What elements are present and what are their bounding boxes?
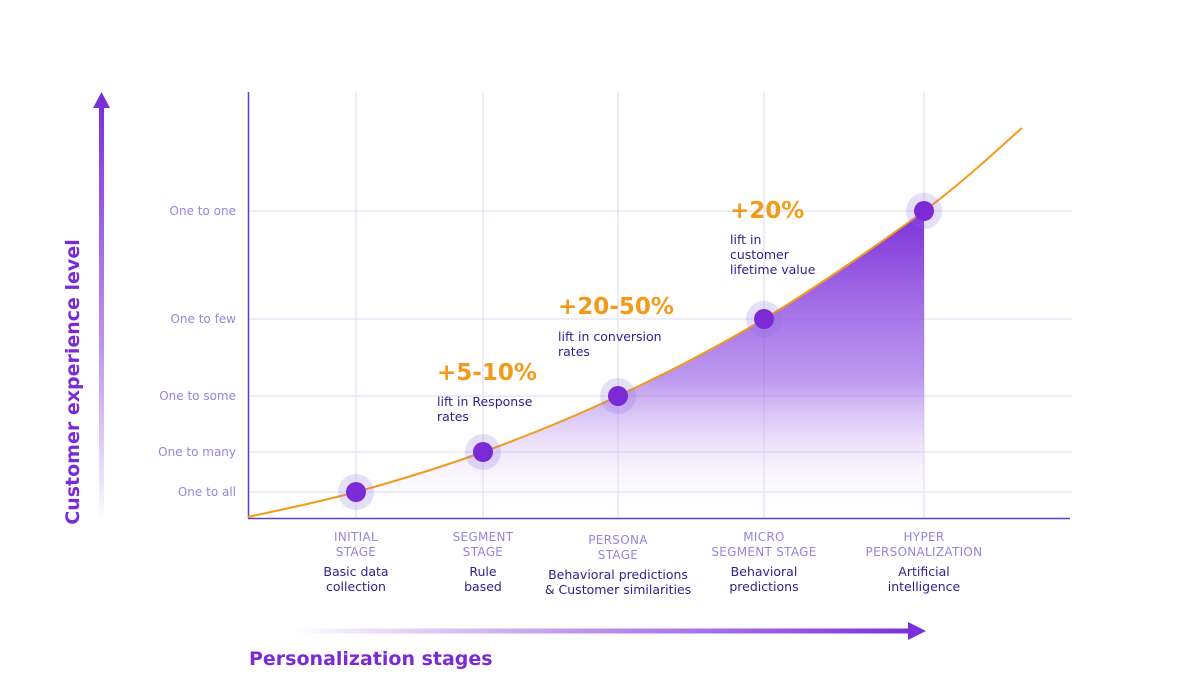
y-level-label: One to one <box>170 204 236 218</box>
stage-description: Behavioral predictions <box>548 567 688 582</box>
x-axis-arrow <box>290 622 926 640</box>
stage-description: based <box>464 579 502 594</box>
stage-title: STAGE <box>598 548 638 562</box>
stage-title: HYPER <box>903 530 944 544</box>
stage-description: Behavioral <box>731 564 798 579</box>
lift-description: rates <box>558 344 590 359</box>
y-level-label: One to few <box>170 312 236 326</box>
data-point <box>608 386 628 406</box>
data-point <box>473 442 493 462</box>
stage-description: predictions <box>729 579 798 594</box>
lift-description: lift in <box>730 232 761 247</box>
stage-description: Basic data <box>323 564 388 579</box>
data-point <box>754 309 774 329</box>
y-level-label: One to some <box>159 389 236 403</box>
stage-description: intelligence <box>888 579 961 594</box>
x-axis-label: Personalization stages <box>249 648 493 670</box>
lift-description: rates <box>437 409 469 424</box>
stage-description: Rule <box>469 564 497 579</box>
stage-title: STAGE <box>336 545 376 559</box>
lift-value: +5-10% <box>437 360 537 386</box>
lift-description: lifetime value <box>730 262 816 277</box>
y-level-labels: One to all One to many One to some One to f… <box>158 204 236 499</box>
data-point <box>346 482 366 502</box>
stage-title: STAGE <box>463 545 503 559</box>
lift-value: +20% <box>730 198 804 224</box>
y-level-label: One to all <box>178 485 236 499</box>
stage-title: SEGMENT STAGE <box>711 545 816 559</box>
stage-description: Artificial <box>898 564 949 579</box>
stage-title: PERSONALIZATION <box>866 545 983 559</box>
stage-description: collection <box>326 579 386 594</box>
y-axis-label: Customer experience level <box>62 239 84 524</box>
lift-description: customer <box>730 247 790 262</box>
points <box>338 193 942 510</box>
stage-title: INITIAL <box>334 530 378 544</box>
y-axis-arrow <box>93 92 110 524</box>
data-point <box>914 201 934 221</box>
area-fill <box>248 211 924 518</box>
lift-description: lift in conversion <box>558 329 662 344</box>
stage-description: & Customer similarities <box>545 582 691 597</box>
lift-description: lift in Response <box>437 394 533 409</box>
stage-title: PERSONA <box>588 533 648 547</box>
stage-title: MICRO <box>743 530 785 544</box>
lift-value: +20-50% <box>558 294 674 320</box>
area-layer <box>248 211 924 518</box>
plot-axes <box>247 92 1070 520</box>
y-level-label: One to many <box>158 445 236 459</box>
stage-title: SEGMENT <box>453 530 514 544</box>
